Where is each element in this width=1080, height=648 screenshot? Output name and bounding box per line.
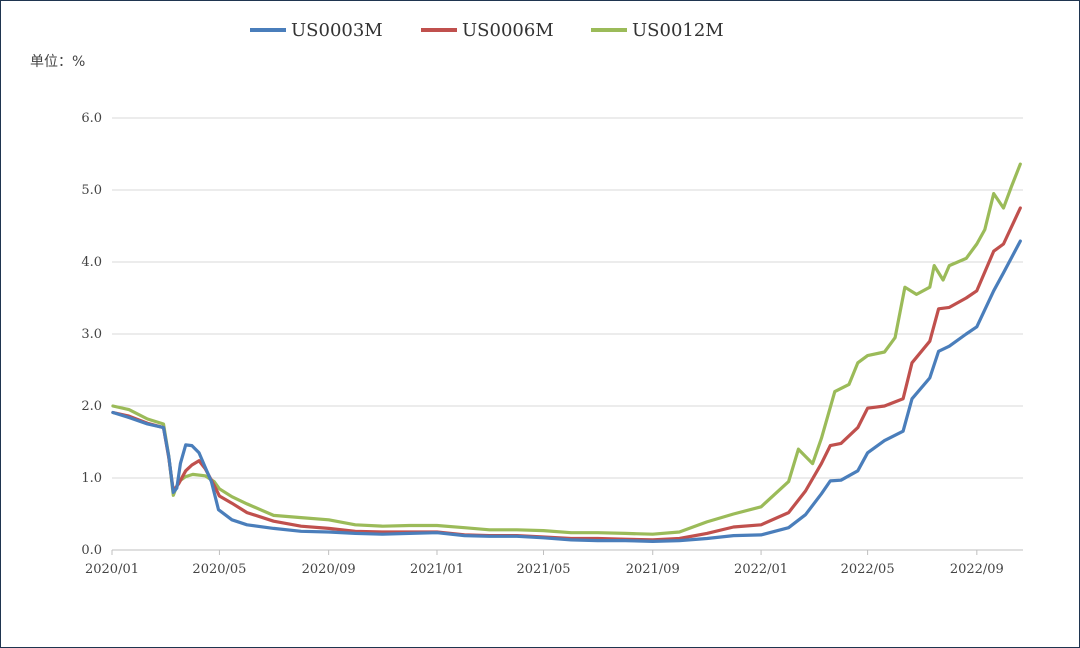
legend-label-us0003m: US0003M	[291, 20, 383, 41]
x-tick-label: 2022/01	[734, 562, 788, 577]
y-tick-label: 2.0	[81, 399, 102, 414]
legend-label-us0006m: US0006M	[462, 20, 554, 41]
x-tick-label: 2021/01	[410, 562, 464, 577]
x-tick-label: 2022/09	[950, 562, 1004, 577]
legend: US0003M US0006M US0012M	[250, 20, 724, 41]
x-tick-label: 2022/05	[841, 562, 895, 577]
series-line-us0006m	[111, 206, 1022, 542]
x-tick-label: 2020/01	[85, 562, 139, 577]
x-tick-label: 2020/09	[302, 562, 356, 577]
unit-label: 单位：%	[30, 54, 85, 70]
x-tick-label: 2020/05	[192, 562, 246, 577]
gridlines	[112, 117, 1023, 479]
y-tick-label: 0.0	[81, 543, 102, 558]
series-line-us0003m	[111, 239, 1022, 543]
y-tick-label: 1.0	[81, 471, 102, 486]
series-line-us0012m	[111, 162, 1022, 536]
x-tick-label: 2021/05	[517, 562, 571, 577]
y-axis-ticks: 0.0 1.0 2.0 3.0 4.0 5.0 6.0	[81, 111, 102, 558]
series-lines	[111, 162, 1022, 543]
y-tick-label: 5.0	[81, 183, 102, 198]
y-tick-label: 4.0	[81, 255, 102, 270]
legend-label-us0012m: US0012M	[632, 20, 724, 41]
y-tick-label: 3.0	[81, 327, 102, 342]
x-axis: 2020/01 2020/05 2020/09 2021/01 2021/05 2021/…	[85, 549, 1023, 577]
y-tick-label: 6.0	[81, 111, 102, 126]
x-tick-label: 2021/09	[626, 562, 680, 577]
